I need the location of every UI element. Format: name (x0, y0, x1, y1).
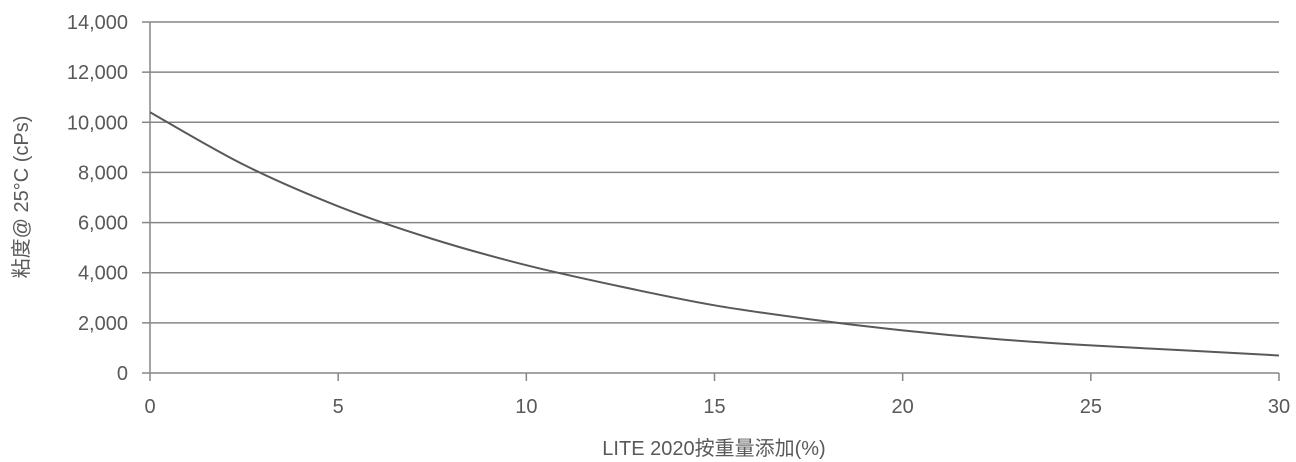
y-tick-label-2: 4,000 (78, 263, 128, 285)
x-tick-label-5: 25 (1080, 396, 1102, 418)
series-line-0 (149, 111, 1280, 357)
x-tick-label-2: 10 (515, 396, 537, 418)
x-tick-label-3: 15 (703, 396, 725, 418)
y-tick-label-3: 6,000 (78, 213, 128, 235)
x-axis-title: LITE 2020按重量添加(%) (602, 437, 825, 460)
y-axis-title: 粘度@ 25°C (cPs) (10, 116, 33, 279)
y-tick-label-0: 0 (117, 363, 128, 385)
x-tick-label-6: 30 (1268, 396, 1290, 418)
y-tick-label-1: 2,000 (78, 313, 128, 335)
tick-marks (142, 21, 1280, 381)
y-tick-label-5: 10,000 (67, 112, 128, 134)
x-tick-label-1: 5 (333, 396, 344, 418)
y-tick-label-6: 12,000 (67, 62, 128, 84)
y-tick-label-4: 8,000 (78, 162, 128, 184)
x-tick-labels: 0 5 10 15 20 25 30 (144, 396, 1290, 418)
gridlines (150, 21, 1279, 324)
axes (149, 22, 1279, 374)
x-tick-label-0: 0 (144, 396, 155, 418)
x-tick-label-4: 20 (892, 396, 914, 418)
y-tick-label-7: 14,000 (67, 12, 128, 34)
y-tick-labels: 0 2,000 4,000 6,000 8,000 10,000 12,000 14,000 (67, 12, 128, 385)
series-layer (149, 111, 1280, 357)
